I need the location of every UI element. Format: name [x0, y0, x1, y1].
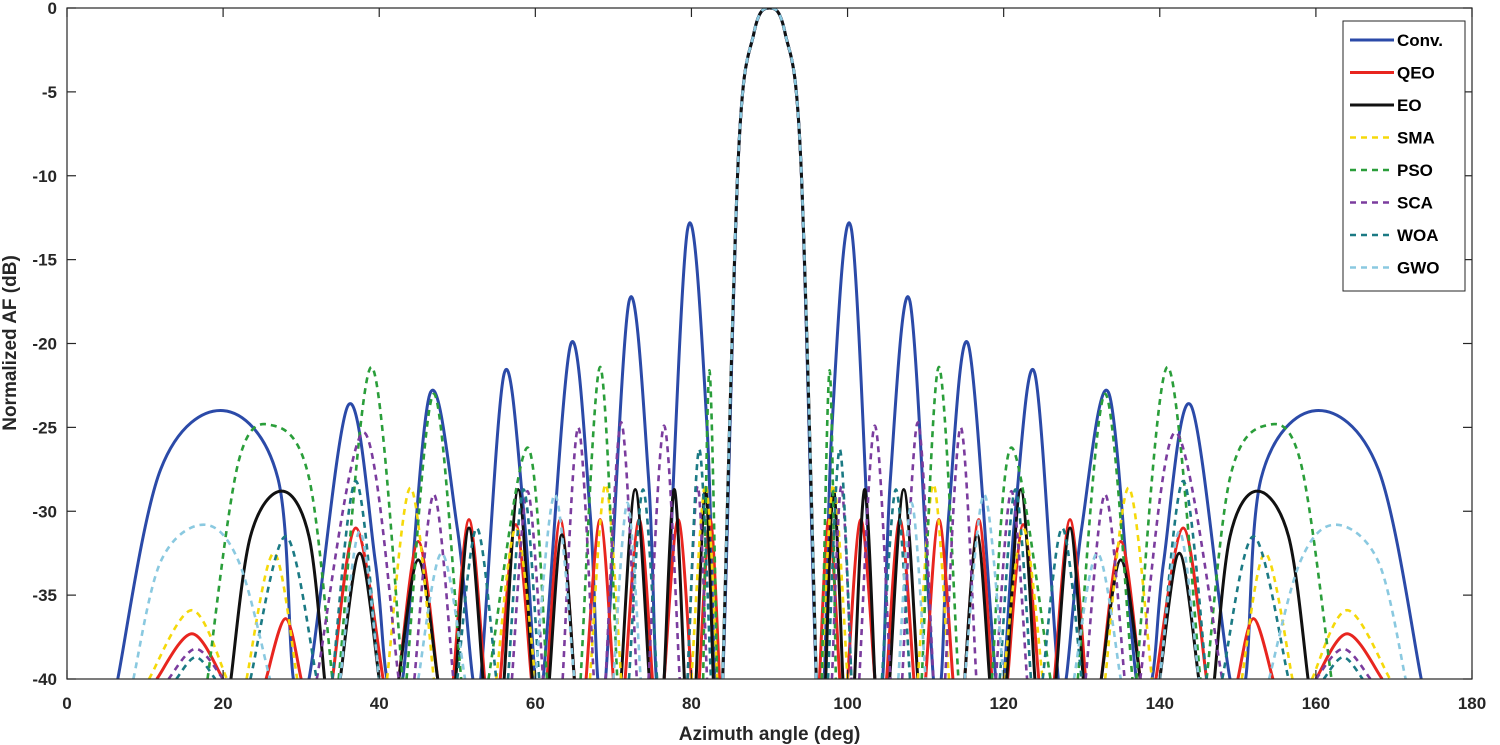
y-tick-label: -40	[32, 670, 57, 689]
legend-label-3: SMA	[1397, 129, 1435, 148]
series-line-6	[175, 447, 1364, 679]
series-line-5	[167, 421, 1372, 679]
plot-area-frame	[66, 7, 1473, 680]
legend-label-0: Conv.	[1397, 31, 1443, 50]
legend-label-1: QEO	[1397, 64, 1435, 83]
x-tick-label: 40	[370, 694, 389, 713]
x-tick-label: 160	[1302, 694, 1330, 713]
legend-box	[1342, 20, 1466, 292]
y-tick-label: -15	[32, 251, 57, 270]
y-tick-label: -35	[32, 586, 57, 605]
y-tick-label: -10	[32, 167, 57, 186]
tick-layer: 0 20 40 60 80 100 120 140 160 180 0 -5 -10 -15 -20 -25 -…	[32, 0, 1486, 713]
y-tick-label: -20	[32, 335, 57, 354]
x-tick-label: 80	[682, 694, 701, 713]
x-tick-label: 20	[214, 694, 233, 713]
series-line-3	[147, 483, 1392, 679]
y-tick-label: 0	[48, 0, 57, 18]
x-tick-label: 140	[1146, 694, 1174, 713]
y-tick-label: -25	[32, 418, 57, 437]
x-tick-label: 0	[62, 694, 71, 713]
y-axis-label: Normalized AF (dB)	[0, 255, 21, 431]
legend: Conv. QEO EO SMA PSO SCA WOA GWO	[1342, 20, 1466, 292]
x-tick-label: 100	[833, 694, 861, 713]
legend-label-2: EO	[1397, 96, 1422, 115]
legend-label-4: PSO	[1397, 161, 1433, 180]
legend-label-5: SCA	[1397, 194, 1433, 213]
x-axis-label: Azimuth angle (deg)	[679, 724, 861, 745]
series-line-4	[206, 365, 1333, 679]
series-line-2	[229, 8, 1310, 679]
series-layer	[116, 8, 1423, 679]
x-tick-label: 120	[989, 694, 1017, 713]
legend-label-6: WOA	[1397, 226, 1439, 245]
x-tick-label: 60	[526, 694, 545, 713]
y-tick-label: -30	[32, 502, 57, 521]
legend-label-7: GWO	[1397, 259, 1440, 278]
y-tick-label: -5	[42, 83, 57, 102]
series-line-0	[116, 8, 1423, 679]
x-tick-label: 180	[1458, 694, 1486, 713]
series-line-7	[132, 8, 1407, 679]
